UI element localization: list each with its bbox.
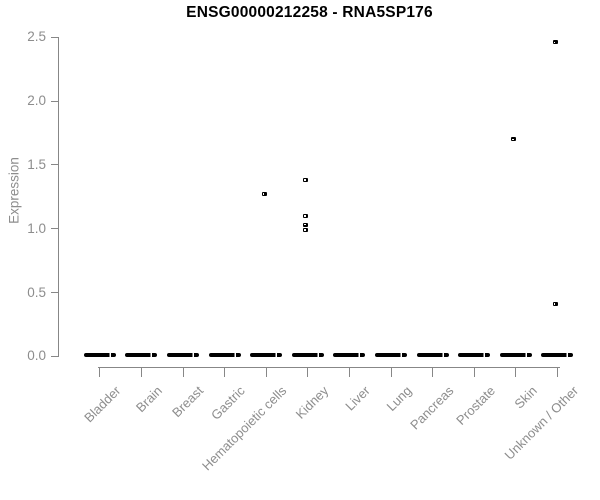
data-point bbox=[303, 178, 309, 183]
y-tick-label: 2.5 bbox=[27, 29, 46, 45]
y-tick bbox=[51, 355, 58, 357]
x-tick bbox=[224, 368, 226, 377]
y-axis-line bbox=[57, 37, 59, 357]
y-tick-label: 1.0 bbox=[27, 220, 46, 236]
zero-cluster-dash bbox=[208, 352, 241, 358]
data-point bbox=[303, 222, 309, 227]
zero-cluster-dash bbox=[541, 352, 574, 358]
zero-cluster-dash bbox=[333, 352, 366, 358]
x-tick-label-text: Kidney bbox=[292, 383, 332, 422]
y-tick bbox=[51, 100, 58, 102]
x-tick bbox=[99, 368, 101, 377]
x-tick bbox=[140, 368, 142, 377]
zero-cluster-dash bbox=[291, 352, 324, 358]
zero-cluster-dash bbox=[250, 352, 283, 358]
data-point bbox=[303, 227, 309, 232]
y-tick-label: 1.5 bbox=[27, 156, 46, 172]
y-tick bbox=[51, 228, 58, 230]
zero-cluster-dash bbox=[375, 352, 407, 358]
y-tick bbox=[51, 164, 58, 166]
data-point bbox=[511, 137, 517, 142]
y-tick-label: 0.5 bbox=[27, 284, 46, 300]
zero-cluster-dash bbox=[499, 352, 532, 358]
x-tick-label-text: Liver bbox=[342, 383, 373, 414]
data-point bbox=[552, 40, 558, 45]
x-tick-label-text: Lung bbox=[383, 383, 415, 415]
data-point bbox=[303, 213, 309, 218]
x-tick bbox=[473, 368, 475, 377]
data-point bbox=[552, 301, 558, 306]
x-tick-label-text: Prostate bbox=[452, 383, 498, 428]
x-tick bbox=[432, 368, 434, 377]
y-tick bbox=[51, 292, 58, 293]
x-tick bbox=[515, 368, 517, 377]
y-tick-label: 0.0 bbox=[27, 348, 46, 364]
y-tick bbox=[51, 36, 58, 38]
y-tick-label: 2.0 bbox=[27, 93, 46, 109]
zero-cluster-dash bbox=[416, 352, 449, 358]
zero-cluster-dash bbox=[167, 352, 199, 358]
data-point bbox=[261, 192, 267, 197]
x-tick bbox=[390, 368, 392, 377]
x-tick bbox=[307, 368, 309, 377]
x-tick-label-text: Bladder bbox=[81, 383, 124, 426]
x-tick bbox=[348, 368, 350, 377]
x-axis-line bbox=[97, 367, 560, 368]
x-tick-label-text: Breast bbox=[169, 383, 207, 421]
x-tick-label-text: Skin bbox=[510, 383, 540, 412]
zero-cluster-dash bbox=[83, 352, 116, 358]
x-tick bbox=[182, 368, 184, 377]
x-tick bbox=[265, 368, 267, 377]
zero-cluster-dash bbox=[125, 352, 158, 358]
x-tick bbox=[556, 368, 558, 377]
zero-cluster-dash bbox=[458, 352, 491, 358]
x-tick-label-text: Gastric bbox=[208, 383, 249, 423]
x-tick-label-text: Pancreas bbox=[406, 383, 457, 433]
x-tick-label-text: Brain bbox=[132, 383, 165, 416]
chart-title: ENSG00000212258 - RNA5SP176 bbox=[186, 4, 433, 21]
x-tick-label-text: Unknown / Other bbox=[501, 383, 581, 463]
